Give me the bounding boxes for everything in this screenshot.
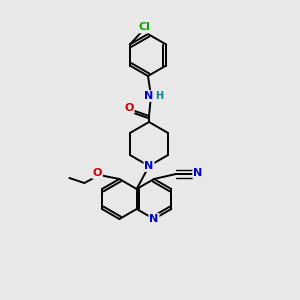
Text: Cl: Cl bbox=[139, 22, 151, 32]
Text: N: N bbox=[149, 214, 159, 224]
Text: N: N bbox=[144, 161, 154, 171]
Text: H: H bbox=[155, 91, 163, 101]
Text: O: O bbox=[124, 103, 134, 113]
Text: N: N bbox=[144, 91, 154, 101]
Text: N: N bbox=[194, 168, 202, 178]
Text: O: O bbox=[93, 168, 102, 178]
